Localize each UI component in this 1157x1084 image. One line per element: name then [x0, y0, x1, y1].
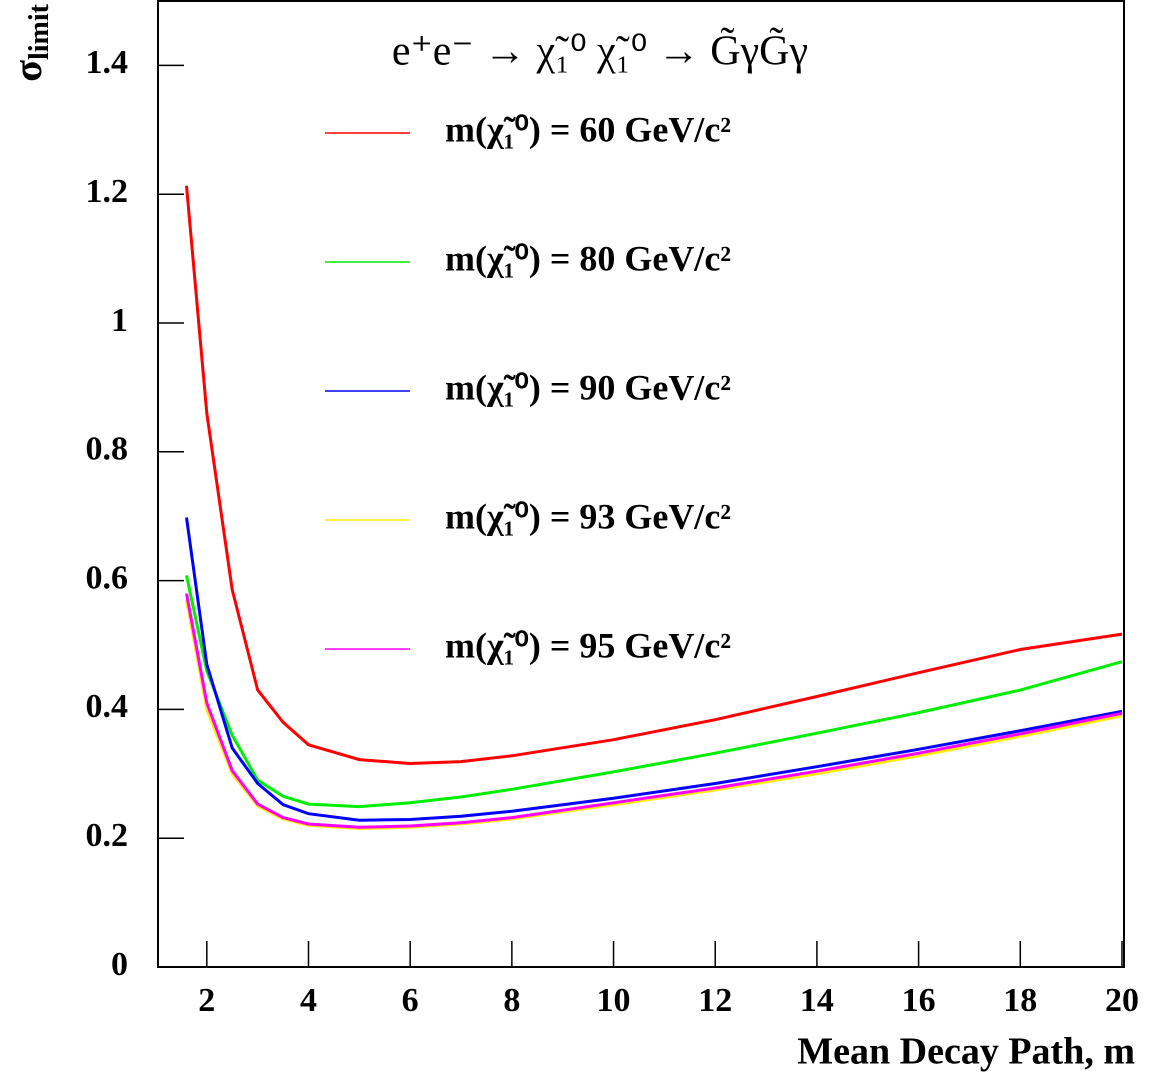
series-line	[185, 593, 1123, 829]
y-tick-label: 1.2	[86, 173, 129, 210]
plot-frame	[157, 0, 1125, 968]
legend-label: m(χ̃₁⁰) = 80 GeV/c²	[445, 238, 731, 278]
y-tick-label: 0.8	[86, 431, 129, 468]
x-tick-label: 14	[800, 982, 834, 1019]
x-tick-label: 4	[300, 982, 317, 1019]
x-tick-label: 12	[698, 982, 732, 1019]
x-tick-label: 20	[1105, 982, 1139, 1019]
y-tick-label: 0.2	[86, 817, 129, 854]
legend-label: m(χ̃₁⁰) = 60 GeV/c²	[445, 109, 731, 149]
series-line	[185, 185, 1123, 766]
y-tick-label: 0	[111, 946, 128, 983]
x-tick-label: 2	[198, 982, 215, 1019]
series-line	[185, 517, 1123, 822]
y-axis-label-subscript: limit	[24, 3, 55, 60]
x-tick-label: 8	[503, 982, 520, 1019]
x-tick-label: 16	[902, 982, 936, 1019]
chart-title: e⁺e⁻ → χ̃₁⁰ χ̃₁⁰ → G̃γG̃γ	[392, 27, 808, 75]
y-tick-label: 1	[111, 302, 128, 339]
x-axis-label: Mean Decay Path, m	[797, 1031, 1135, 1073]
legend-label: m(χ̃₁⁰) = 90 GeV/c²	[445, 367, 731, 407]
legend-label: m(χ̃₁⁰) = 95 GeV/c²	[445, 625, 731, 665]
series-line	[185, 575, 1123, 809]
x-tick-label: 10	[597, 982, 631, 1019]
y-tick-label: 0.4	[86, 688, 129, 725]
x-tick-label: 6	[402, 982, 419, 1019]
y-axis-label-main: σ	[5, 60, 50, 82]
y-tick-label: 1.4	[86, 44, 129, 81]
x-tick-label: 18	[1003, 982, 1037, 1019]
y-axis-label: σlimit	[5, 3, 55, 81]
legend-label: m(χ̃₁⁰) = 93 GeV/c²	[445, 496, 731, 536]
y-tick-label: 0.6	[86, 559, 129, 596]
